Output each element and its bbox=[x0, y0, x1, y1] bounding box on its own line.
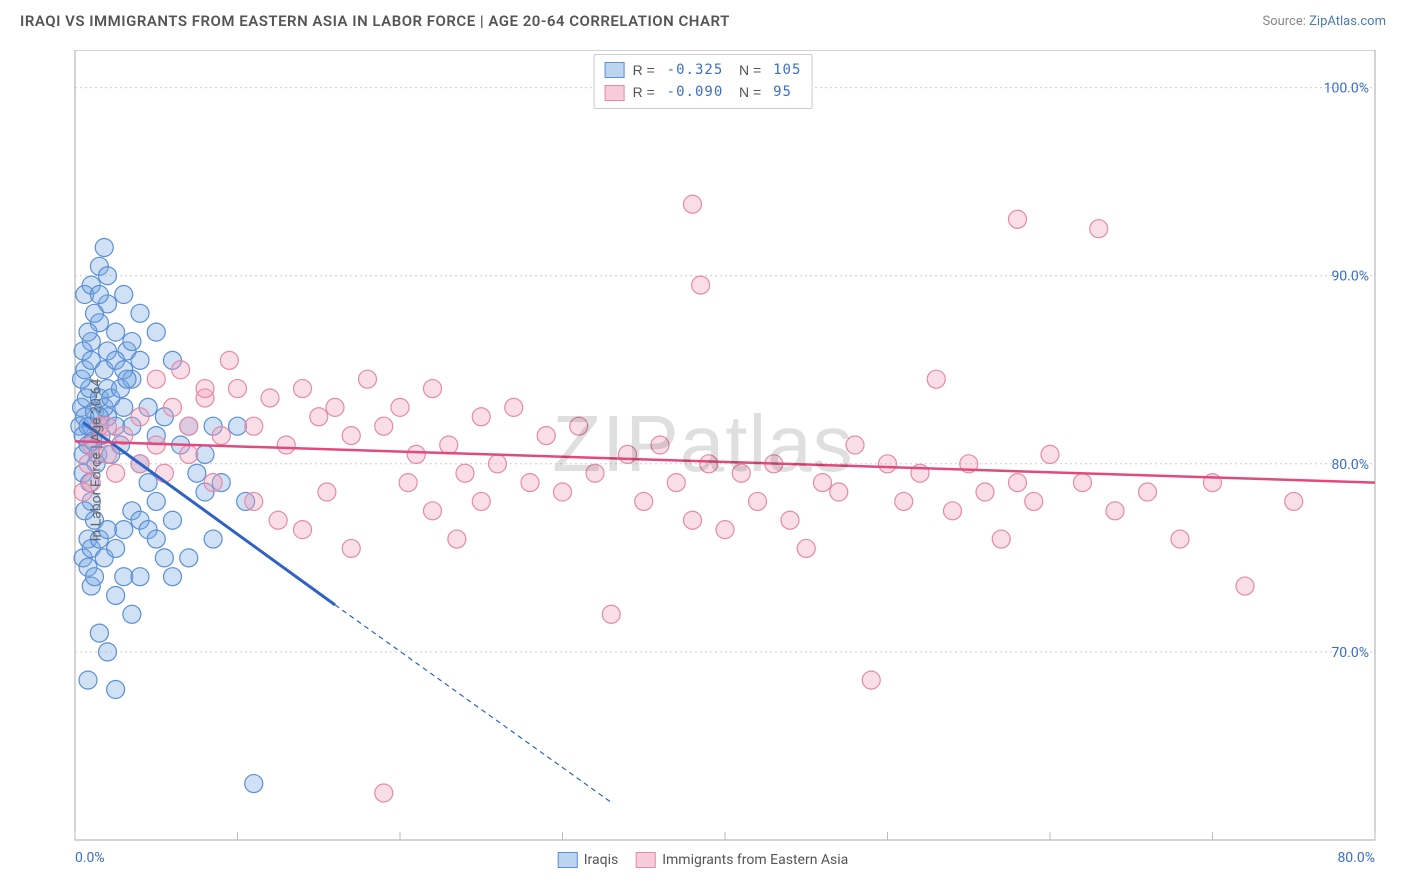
svg-text:70.0%: 70.0% bbox=[1331, 645, 1369, 661]
y-axis-label: In Labor Force | Age 20-64 bbox=[88, 379, 104, 542]
chart-container: In Labor Force | Age 20-64 R = -0.325 N … bbox=[20, 50, 1386, 870]
legend-row-iraqis: R = -0.325 N = 105 bbox=[605, 59, 802, 81]
series-legend: Iraqis Immigrants from Eastern Asia bbox=[558, 852, 849, 868]
svg-text:90.0%: 90.0% bbox=[1331, 269, 1369, 285]
correlation-legend: R = -0.325 N = 105 R = -0.090 N = 95 bbox=[594, 54, 813, 109]
svg-text:100.0%: 100.0% bbox=[1324, 81, 1369, 97]
svg-text:80.0%: 80.0% bbox=[1331, 457, 1369, 473]
swatch-iraqis bbox=[605, 62, 625, 78]
svg-text:80.0%: 80.0% bbox=[1337, 850, 1375, 866]
swatch-easia bbox=[605, 85, 625, 101]
swatch-iraqis-bottom bbox=[558, 852, 578, 868]
chart-title: IRAQI VS IMMIGRANTS FROM EASTERN ASIA IN… bbox=[20, 12, 730, 30]
source-attribution: Source: ZipAtlas.com bbox=[1262, 14, 1386, 29]
legend-row-easia: R = -0.090 N = 95 bbox=[605, 81, 802, 103]
swatch-easia-bottom bbox=[636, 852, 656, 868]
svg-text:0.0%: 0.0% bbox=[75, 850, 105, 866]
scatter-plot: 70.0% 80.0% 90.0% 100.0% 0.0% 80.0% bbox=[20, 50, 1386, 870]
legend-item-easia: Immigrants from Eastern Asia bbox=[636, 852, 848, 868]
source-link[interactable]: ZipAtlas.com bbox=[1309, 14, 1386, 29]
legend-item-iraqis: Iraqis bbox=[558, 852, 618, 868]
